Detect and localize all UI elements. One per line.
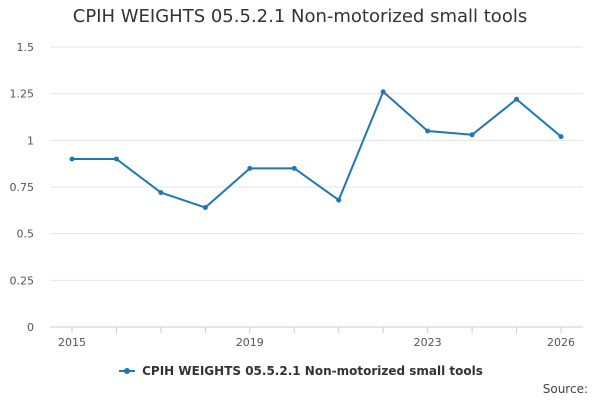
data-point <box>558 134 564 140</box>
chart-title: CPIH WEIGHTS 05.5.2.1 Non-motorized smal… <box>72 6 528 27</box>
y-tick-label: 1.25 <box>10 88 35 101</box>
series-group <box>69 89 564 211</box>
data-point <box>113 156 119 162</box>
x-tick-label: 2019 <box>236 336 264 349</box>
data-point <box>158 190 164 196</box>
y-axis-ticks: 0 0.25 0.5 0.75 1 1.25 1.5 <box>10 41 35 334</box>
y-tick-label: 0.25 <box>10 274 35 287</box>
x-tick-label: 2015 <box>58 336 86 349</box>
series-line <box>72 90 562 209</box>
data-point <box>514 96 520 102</box>
x-tick-label: 2026 <box>547 336 575 349</box>
y-tick-label: 0.5 <box>17 228 35 241</box>
y-tick-label: 0.75 <box>10 181 35 194</box>
data-point <box>380 89 386 95</box>
data-point <box>247 165 253 171</box>
data-point <box>202 205 208 211</box>
legend-label: CPIH WEIGHTS 05.5.2.1 Non-motorized smal… <box>142 364 483 378</box>
source-label: Source: <box>542 382 588 396</box>
grid-lines <box>50 46 583 281</box>
legend-marker <box>117 365 137 377</box>
y-tick-label: 1.5 <box>17 41 35 54</box>
data-point <box>425 128 431 134</box>
y-tick-label: 1 <box>27 134 34 147</box>
x-axis: 2015 2019 2023 2026 <box>50 326 583 349</box>
y-tick-label: 0 <box>27 321 34 334</box>
legend[interactable]: CPIH WEIGHTS 05.5.2.1 Non-motorized smal… <box>0 364 600 378</box>
data-point <box>336 197 342 203</box>
x-tick-label: 2023 <box>414 336 442 349</box>
data-point <box>469 132 475 138</box>
data-point <box>69 156 75 162</box>
data-point <box>291 165 297 171</box>
